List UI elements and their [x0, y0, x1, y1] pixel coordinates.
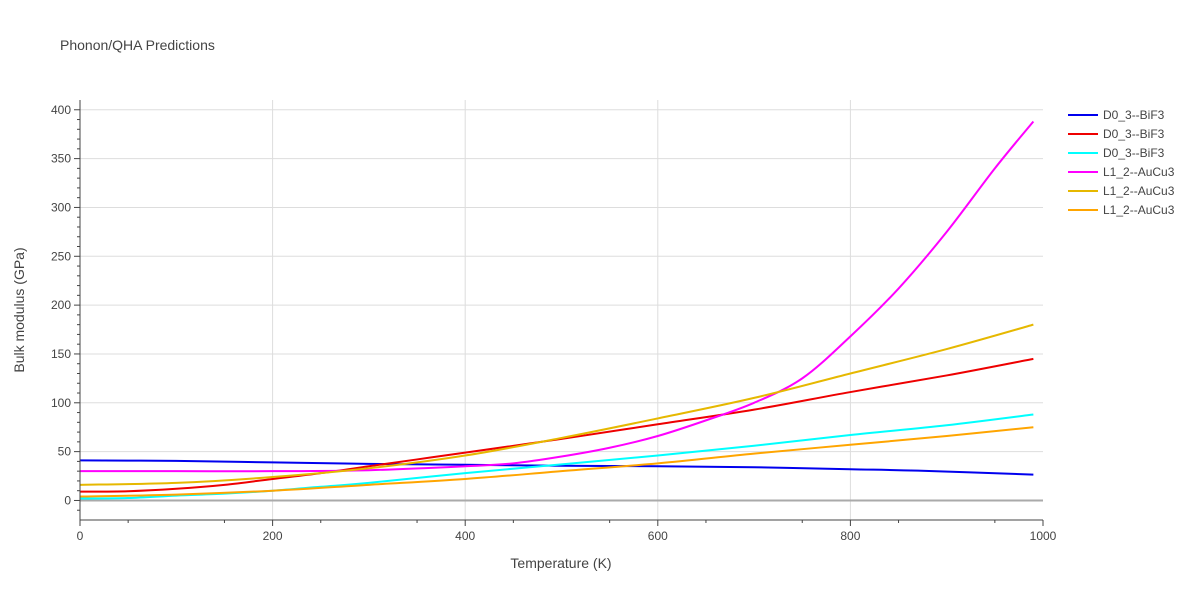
legend-label: D0_3--BiF3 [1103, 127, 1165, 141]
legend-item-3[interactable]: D0_3--BiF3 [1068, 146, 1165, 160]
legend-item-2[interactable]: D0_3--BiF3 [1068, 127, 1165, 141]
series-line-1[interactable] [79, 459, 1034, 476]
series-line-4[interactable] [80, 120, 1035, 473]
y-tick-label: 100 [51, 396, 71, 410]
x-tick-label: 1000 [1030, 529, 1057, 543]
x-tick-label: 0 [77, 529, 84, 543]
legend-item-6[interactable]: L1_2--AuCu3 [1068, 203, 1175, 217]
grid [80, 100, 1043, 520]
legend-item-5[interactable]: L1_2--AuCu3 [1068, 184, 1175, 198]
x-tick-label: 800 [840, 529, 860, 543]
x-tick-label: 600 [648, 529, 668, 543]
y-tick-label: 200 [51, 298, 71, 312]
y-tick-label: 50 [58, 445, 72, 459]
legend-label: L1_2--AuCu3 [1103, 165, 1175, 179]
legend-label: D0_3--BiF3 [1103, 146, 1165, 160]
series-line-6[interactable] [79, 426, 1034, 498]
legend-item-4[interactable]: L1_2--AuCu3 [1068, 165, 1175, 179]
y-tick-label: 0 [64, 493, 71, 507]
legend-label: D0_3--BiF3 [1103, 108, 1165, 122]
legend-label: L1_2--AuCu3 [1103, 203, 1175, 217]
x-tick-label: 400 [455, 529, 475, 543]
y-tick-label: 250 [51, 249, 71, 263]
y-tick-label: 400 [51, 103, 71, 117]
y-tick-label: 350 [51, 152, 71, 166]
plot-area[interactable] [79, 120, 1035, 500]
legend-label: L1_2--AuCu3 [1103, 184, 1175, 198]
x-tick-label: 200 [263, 529, 283, 543]
x-axis-title: Temperature (K) [510, 555, 611, 571]
legend-item-1[interactable]: D0_3--BiF3 [1068, 108, 1165, 122]
y-tick-label: 300 [51, 200, 71, 214]
y-tick-label: 150 [51, 347, 71, 361]
legend[interactable]: D0_3--BiF3 D0_3--BiF3 D0_3--BiF3 L1_2--AuCu… [1068, 108, 1175, 217]
chart-title: Phonon/QHA Predictions [60, 37, 215, 53]
series-line-5[interactable] [79, 323, 1034, 486]
y-axis-title: Bulk modulus (GPa) [11, 247, 27, 372]
axes: 0 200 400 600 800 1000 0 50 100 150 200 250 300 350 40… [51, 100, 1057, 543]
series-line-2[interactable] [79, 357, 1034, 493]
